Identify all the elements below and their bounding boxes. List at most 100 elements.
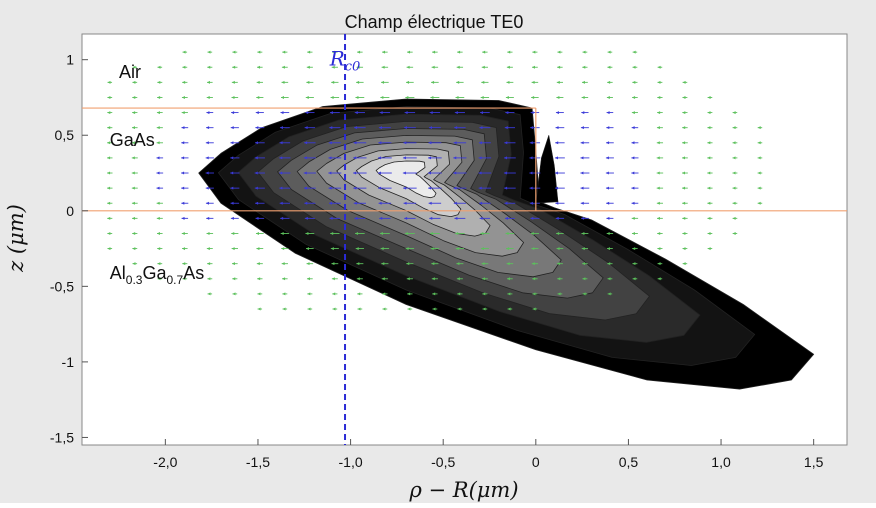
field-arrowhead — [232, 65, 236, 69]
field-arrowhead — [455, 247, 459, 251]
field-arrowhead — [232, 277, 236, 281]
field-arrowhead — [428, 201, 432, 205]
field-arrowhead — [406, 80, 410, 84]
field-arrowhead — [132, 80, 136, 84]
field-arrowhead — [331, 262, 335, 266]
field-arrowhead — [732, 126, 736, 130]
field-arrowhead — [606, 231, 610, 235]
algaas-al: Al — [110, 263, 126, 283]
field-arrowhead — [157, 277, 161, 281]
field-arrowhead — [656, 141, 660, 145]
field-arrowhead — [305, 111, 309, 115]
field-arrowhead — [631, 186, 635, 190]
field-arrowhead — [657, 65, 661, 69]
field-arrowhead — [631, 156, 635, 160]
field-arrowhead — [607, 50, 611, 54]
field-arrowhead — [581, 95, 585, 99]
field-arrowhead — [156, 141, 160, 145]
field-arrowhead — [581, 216, 585, 220]
field-arrowhead — [656, 171, 660, 175]
field-arrowhead — [107, 231, 111, 235]
field-arrowhead — [632, 95, 636, 99]
field-arrowhead — [504, 141, 508, 145]
field-arrowhead — [281, 262, 285, 266]
field-arrowhead — [555, 186, 559, 190]
field-arrowhead — [480, 231, 484, 235]
field-arrowhead — [354, 111, 358, 115]
field-spike — [535, 135, 559, 204]
field-arrowhead — [205, 141, 209, 145]
field-arrowhead — [531, 80, 535, 84]
field-arrowhead — [378, 186, 382, 190]
field-arrowhead — [157, 95, 161, 99]
field-arrowhead — [254, 156, 258, 160]
field-arrowhead — [454, 216, 458, 220]
field-arrowhead — [330, 95, 334, 99]
field-arrowhead — [507, 307, 511, 311]
field-arrowhead — [131, 156, 135, 160]
field-arrowhead — [430, 95, 434, 99]
field-arrowhead — [732, 141, 736, 145]
field-arrowhead — [382, 307, 386, 311]
field-arrowhead — [132, 216, 136, 220]
x-axis-label: ρ − R(μm) — [408, 478, 518, 502]
field-arrowhead — [354, 126, 358, 130]
field-arrowhead — [207, 277, 211, 281]
field-arrowhead — [682, 80, 686, 84]
field-arrowhead — [682, 141, 686, 145]
field-arrowhead — [279, 126, 283, 130]
field-arrowhead — [580, 126, 584, 130]
field-arrowhead — [682, 126, 686, 130]
field-arrowhead — [631, 216, 635, 220]
field-arrowhead — [757, 156, 761, 160]
field-arrowhead — [656, 126, 660, 130]
field-arrowhead — [181, 156, 185, 160]
field-arrowhead — [453, 141, 457, 145]
field-arrowhead — [230, 156, 234, 160]
field-arrowhead — [206, 231, 210, 235]
field-arrowhead — [356, 65, 360, 69]
field-arrowhead — [580, 201, 584, 205]
field-arrowhead — [304, 216, 308, 220]
field-arrowhead — [657, 111, 661, 115]
field-arrowhead — [556, 262, 560, 266]
field-arrowhead — [230, 186, 234, 190]
field-arrowhead — [406, 65, 410, 69]
field-arrowhead — [329, 126, 333, 130]
x-axis-ticks: -2,0 -1,5 -1,0 -0,5 0 0,5 1,0 1,5 — [153, 439, 824, 470]
x-tick-label: -2,0 — [153, 454, 177, 470]
field-arrowhead — [506, 80, 510, 84]
field-arrowhead — [181, 111, 185, 115]
x-tick-label: 0,5 — [619, 454, 639, 470]
region-label-air: Air — [119, 62, 141, 82]
field-arrowhead — [682, 111, 686, 115]
field-arrowhead — [480, 247, 484, 251]
field-arrowhead — [405, 95, 409, 99]
field-arrowhead — [380, 95, 384, 99]
field-arrowhead — [732, 216, 736, 220]
field-arrowhead — [631, 111, 635, 115]
field-arrowhead — [555, 126, 559, 130]
field-arrowhead — [256, 80, 260, 84]
field-arrowhead — [507, 292, 511, 296]
y-tick-label: 0,5 — [55, 127, 75, 143]
field-arrowhead — [557, 50, 561, 54]
field-arrowhead — [531, 247, 535, 251]
field-arrowhead — [428, 156, 432, 160]
field-arrowhead — [280, 95, 284, 99]
field-arrowhead — [707, 231, 711, 235]
field-arrowhead — [381, 80, 385, 84]
field-arrowhead — [353, 201, 357, 205]
field-arrowhead — [580, 156, 584, 160]
field-arrowhead — [432, 307, 436, 311]
field-arrowhead — [757, 126, 761, 130]
field-arrowhead — [682, 231, 686, 235]
field-arrowhead — [403, 186, 407, 190]
field-arrowhead — [157, 231, 161, 235]
field-arrowhead — [406, 262, 410, 266]
field-arrowhead — [206, 111, 210, 115]
field-arrowhead — [207, 80, 211, 84]
field-arrowhead — [581, 247, 585, 251]
field-arrowhead — [156, 156, 160, 160]
field-arrowhead — [453, 201, 457, 205]
